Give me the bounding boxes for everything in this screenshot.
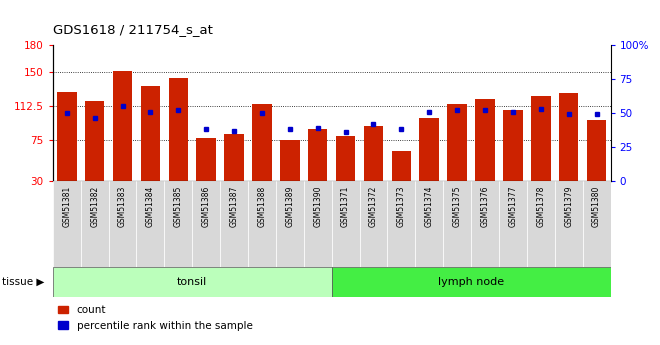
Bar [527,181,554,267]
Bar [503,110,523,181]
Bar [81,181,108,267]
Bar [113,71,132,181]
Bar [531,96,550,181]
Text: GSM51384: GSM51384 [146,186,155,227]
Bar [248,181,276,267]
Text: GSM51373: GSM51373 [397,186,406,227]
Bar [141,86,160,181]
Text: GSM51378: GSM51378 [537,186,545,227]
Bar [137,181,164,267]
Bar [471,181,499,267]
Bar [587,120,607,181]
Bar [276,181,304,267]
Bar [583,181,610,267]
Bar [499,181,527,267]
Bar [447,104,467,181]
Bar [444,181,471,267]
Text: GSM51375: GSM51375 [453,186,461,227]
Bar [168,78,188,181]
Text: GSM51379: GSM51379 [564,186,573,227]
Bar [387,181,415,267]
Bar [415,181,444,267]
Bar [559,93,578,181]
Bar [53,267,332,297]
Bar [308,129,327,181]
Bar [420,118,439,181]
Text: GSM51371: GSM51371 [341,186,350,227]
Legend: count, percentile rank within the sample: count, percentile rank within the sample [58,305,253,331]
Text: GSM51372: GSM51372 [369,186,378,227]
Bar [85,101,104,181]
Text: GSM51388: GSM51388 [257,186,267,227]
Text: GSM51385: GSM51385 [174,186,183,227]
Bar [391,151,411,181]
Text: GSM51382: GSM51382 [90,186,99,227]
Text: GDS1618 / 211754_s_at: GDS1618 / 211754_s_at [53,23,213,36]
Text: GSM51386: GSM51386 [202,186,211,227]
Text: lymph node: lymph node [438,277,504,287]
Bar [164,181,192,267]
Bar [280,140,300,181]
Bar [53,181,81,267]
Text: GSM51374: GSM51374 [425,186,434,227]
Text: GSM51387: GSM51387 [230,186,238,227]
Bar [197,138,216,181]
Bar [336,136,355,181]
Bar [252,104,272,181]
Text: GSM51389: GSM51389 [285,186,294,227]
Bar [364,126,383,181]
Text: GSM51376: GSM51376 [480,186,490,227]
Bar [57,92,77,181]
Text: GSM51390: GSM51390 [314,186,322,227]
Bar [109,181,137,267]
Text: GSM51377: GSM51377 [508,186,517,227]
Bar [220,181,248,267]
Bar [332,181,360,267]
Text: GSM51381: GSM51381 [62,186,71,227]
Bar [332,267,610,297]
Bar [554,181,583,267]
Bar [224,134,244,181]
Text: GSM51380: GSM51380 [592,186,601,227]
Bar [304,181,332,267]
Text: tissue ▶: tissue ▶ [2,277,44,287]
Text: tonsil: tonsil [177,277,207,287]
Bar [475,99,495,181]
Bar [360,181,387,267]
Text: GSM51383: GSM51383 [118,186,127,227]
Bar [192,181,220,267]
